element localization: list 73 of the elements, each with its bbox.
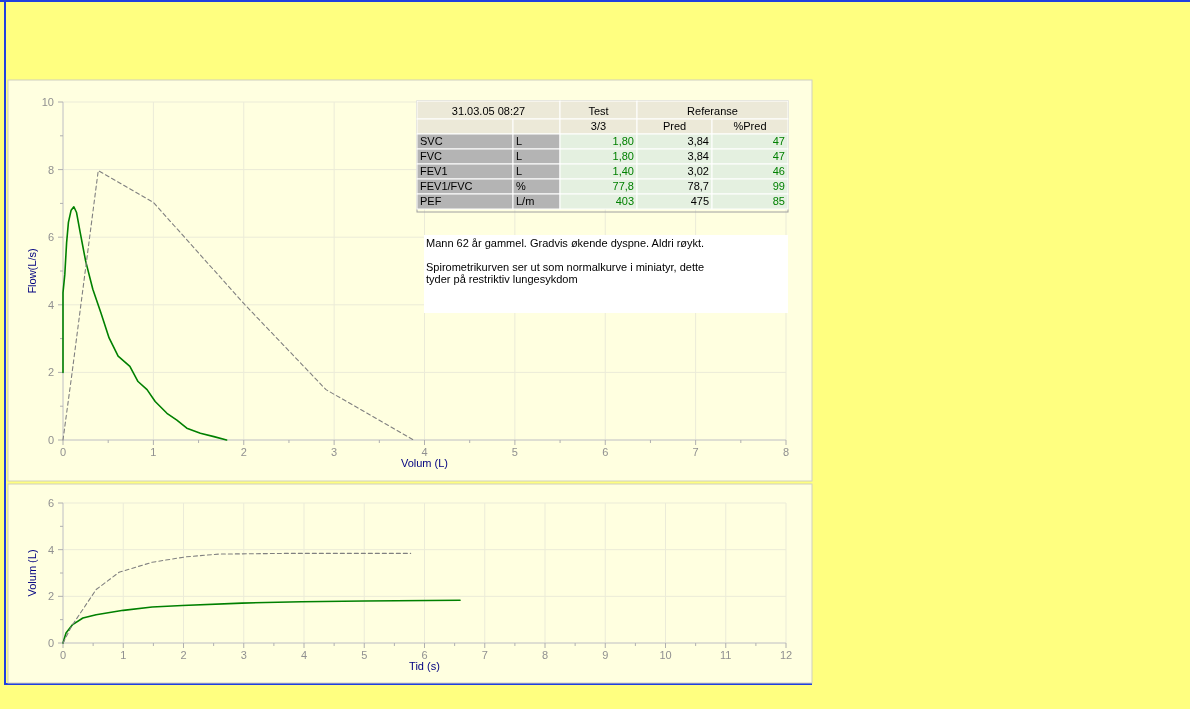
- annotation: 47: [772, 150, 785, 162]
- x-tick-label: 4: [300, 649, 308, 661]
- annotation: 1,80: [612, 150, 634, 162]
- y-tick-label: 2: [47, 590, 54, 603]
- line-series: [62, 170, 415, 441]
- annotation: L: [516, 150, 523, 162]
- y-tick-label: 0: [47, 637, 54, 649]
- x-tick-label: 7: [481, 649, 488, 661]
- y-tick-label: 8: [47, 163, 54, 176]
- y-axis-title: Volum (L): [26, 549, 38, 597]
- y-tick-label: 0: [47, 434, 54, 446]
- annotation: L: [516, 165, 523, 177]
- annotation: 47: [772, 135, 785, 147]
- x-tick-label: 12: [779, 649, 793, 661]
- x-tick-label: 0: [59, 649, 67, 661]
- line-series: [62, 599, 461, 644]
- y-tick-label: 4: [47, 298, 54, 311]
- annotation: 403: [615, 195, 634, 207]
- x-tick-label: 7: [692, 446, 699, 458]
- annotation: Mann 62 år gammel. Gradvis økende dyspne. Aldri røykt.: [426, 237, 705, 249]
- x-tick-label: 3: [331, 446, 338, 458]
- x-tick-label: 5: [361, 649, 368, 661]
- x-axis-title: Tid (s): [409, 660, 440, 672]
- x-tick-label: 5: [511, 446, 518, 458]
- annotation: L: [516, 135, 523, 147]
- x-axis-title: Volum (L): [400, 457, 449, 469]
- x-tick-label: 0: [59, 446, 67, 458]
- x-tick-label: 1: [120, 649, 127, 661]
- x-tick-label: 6: [421, 649, 428, 661]
- annotation: 3,84: [687, 150, 709, 162]
- annotation: 3,84: [687, 135, 709, 147]
- x-tick-label: 1: [150, 446, 157, 458]
- x-tick-label: 8: [541, 649, 549, 661]
- y-tick-label: 6: [47, 231, 54, 244]
- annotation: PEF: [420, 195, 442, 207]
- x-tick-label: 3: [240, 649, 247, 661]
- y-tick-label: 2: [47, 366, 54, 379]
- line-series: [62, 552, 412, 644]
- x-tick-label: 6: [602, 446, 609, 458]
- annotation: L/m: [516, 195, 535, 207]
- annotation: 3,02: [687, 165, 709, 177]
- annotation: 475: [690, 195, 709, 207]
- annotation: 1,40: [612, 165, 634, 177]
- x-tick-label: 2: [240, 446, 247, 458]
- annotation: Pred: [662, 120, 687, 132]
- annotation: 46: [772, 165, 785, 177]
- y-tick-label: 6: [47, 497, 54, 509]
- annotation: Spirometrikurven ser ut som normalkurve i miniatyr, dette tyder på restriktiv lungesykdom: [426, 261, 705, 285]
- x-tick-label: 4: [421, 446, 428, 458]
- x-tick-label: 10: [659, 649, 672, 661]
- x-tick-label: 11: [720, 649, 732, 661]
- annotation: 85: [772, 195, 785, 207]
- line-series: [62, 205, 228, 441]
- x-tick-label: 8: [782, 446, 790, 458]
- y-axis-title: Flow(L/s): [26, 248, 38, 294]
- y-tick-label: 4: [47, 543, 54, 556]
- annotation: Test: [588, 105, 609, 117]
- annotation: 31.03.05 08:27: [451, 105, 526, 117]
- y-tick-label: 10: [41, 96, 54, 108]
- annotation: %: [516, 180, 526, 192]
- annotation: FEV1: [420, 165, 448, 177]
- annotation: 78,7: [687, 180, 709, 192]
- annotation: Referanse: [687, 105, 738, 117]
- annotation: %Pred: [733, 120, 767, 132]
- annotation: 3/3: [590, 120, 607, 132]
- annotation: 1,80: [612, 135, 634, 147]
- annotation: 99: [772, 180, 785, 192]
- x-tick-label: 9: [602, 649, 609, 661]
- annotation: 77,8: [612, 180, 634, 192]
- x-tick-label: 2: [180, 649, 187, 661]
- annotation: FEV1/FVC: [420, 180, 473, 192]
- annotation: SVC: [420, 135, 443, 147]
- annotation: FVC: [420, 150, 443, 162]
